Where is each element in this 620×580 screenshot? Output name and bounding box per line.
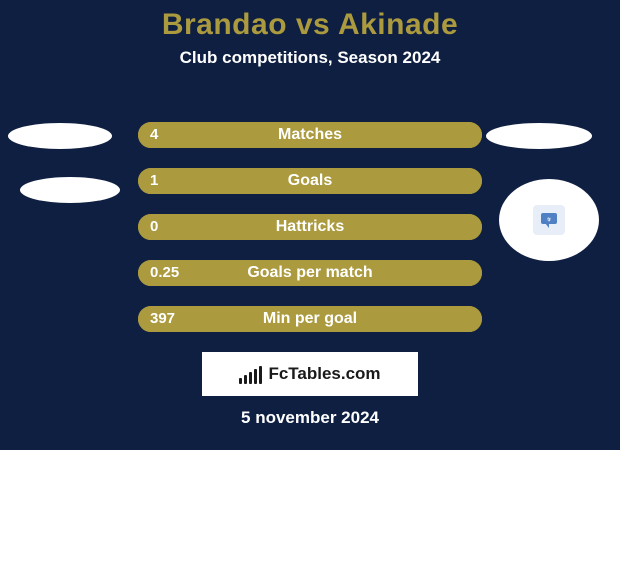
- stat-value-left: 1: [150, 168, 158, 194]
- chat-icon: ?: [540, 211, 558, 229]
- decorative-ellipse: [486, 123, 592, 149]
- stat-value-left: 397: [150, 306, 175, 332]
- stat-row: Hattricks0: [138, 214, 482, 240]
- stat-row: Goals per match0.25: [138, 260, 482, 286]
- stat-row: Matches4: [138, 122, 482, 148]
- stat-value-left: 0.25: [150, 260, 179, 286]
- decorative-ellipse: [20, 177, 120, 203]
- stat-label: Goals: [138, 168, 482, 194]
- page-title: Brandao vs Akinade: [0, 8, 620, 42]
- stat-value-left: 4: [150, 122, 158, 148]
- decorative-ellipse: [8, 123, 112, 149]
- stat-row: Min per goal397: [138, 306, 482, 332]
- stat-value-left: 0: [150, 214, 158, 240]
- chat-widget[interactable]: ?: [499, 179, 599, 261]
- stat-row: Goals1: [138, 168, 482, 194]
- date-text: 5 november 2024: [0, 408, 620, 428]
- stats-container: Matches4Goals1Hattricks0Goals per match0…: [138, 122, 482, 352]
- svg-text:?: ?: [546, 213, 552, 223]
- logo-text: FcTables.com: [268, 364, 380, 384]
- fctables-logo[interactable]: FcTables.com: [202, 352, 418, 396]
- subtitle: Club competitions, Season 2024: [0, 48, 620, 68]
- stat-label: Hattricks: [138, 214, 482, 240]
- comparison-card: Brandao vs Akinade Club competitions, Se…: [0, 0, 620, 450]
- chat-inner: ?: [533, 205, 565, 235]
- stat-label: Min per goal: [138, 306, 482, 332]
- logo-bars-icon: [239, 364, 262, 384]
- stat-label: Matches: [138, 122, 482, 148]
- stat-label: Goals per match: [138, 260, 482, 286]
